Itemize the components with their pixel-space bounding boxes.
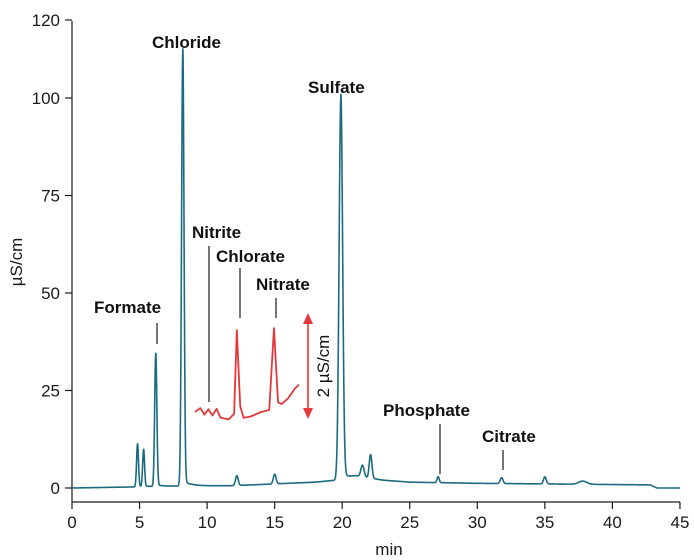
peak-label-phosphate: Phosphate [383,401,470,420]
x-tick-label: 10 [198,513,217,532]
x-tick-label: 30 [468,513,487,532]
x-axis-title: min [375,540,402,559]
y-tick-label: 0 [51,479,60,498]
x-tick-label: 45 [670,513,689,532]
scale-bar-arrow-up [303,313,313,324]
x-tick-label: 0 [67,513,76,532]
y-tick-label: 100 [32,89,60,108]
x-tick-label: 5 [135,513,144,532]
scale-bar [303,313,313,419]
peak-label-citrate: Citrate [482,427,536,446]
scale-bar-arrow-down [303,408,313,419]
peak-label-nitrite: Nitrite [192,223,241,242]
x-tick-label: 40 [603,513,622,532]
main-chromatogram-trace [71,47,681,489]
peak-label-sulfate: Sulfate [308,78,365,97]
peak-label-chlorate: Chlorate [216,247,285,266]
y-axis-title: µS/cm [7,238,26,287]
y-tick-label: 50 [41,284,60,303]
y-tick-label: 120 [32,11,60,30]
x-tick-label: 35 [535,513,554,532]
y-tick-label: 25 [41,382,60,401]
scale-bar-label: 2 µS/cm [314,335,333,398]
inset-zoom-trace [194,327,300,421]
x-tick-label: 20 [333,513,352,532]
peak-label-formate: Formate [94,298,161,317]
x-tick-label: 25 [400,513,419,532]
peak-label-nitrate: Nitrate [256,275,310,294]
y-tick-label: 75 [41,187,60,206]
x-tick-label: 15 [265,513,284,532]
peak-label-chloride: Chloride [152,33,221,52]
